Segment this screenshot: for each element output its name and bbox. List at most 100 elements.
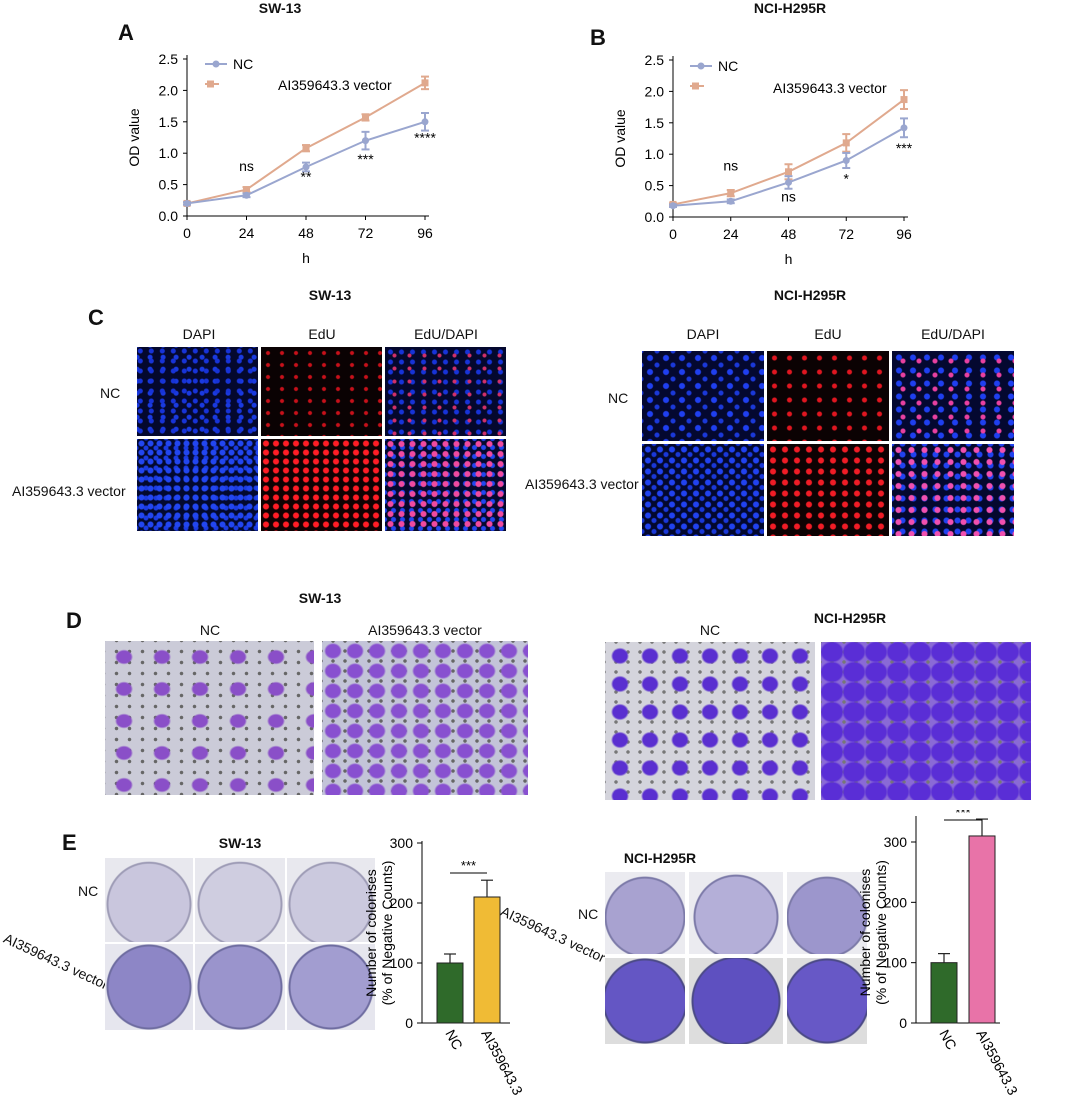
x-axis-label: h: [302, 250, 310, 266]
e-row-vector-left: AI359643.3 vector: [1, 930, 111, 993]
data-point-nc: [669, 202, 677, 210]
transwell-vec-sw13: [322, 641, 528, 795]
plate-h-nc-3: [787, 872, 867, 954]
panel-c-title-right: NCI-H295R: [773, 287, 847, 303]
legend-nc-marker: [212, 60, 220, 68]
micrograph-dapi-nc-h295r: [642, 351, 764, 441]
y-tick-label: 200: [884, 894, 908, 910]
panel-d-title-left: SW-13: [298, 590, 342, 606]
y-tick-label: 0.0: [159, 208, 179, 224]
x-tick-label-nc: NC: [936, 1027, 960, 1052]
plate-h-nc-2: [689, 872, 783, 954]
data-point-nc: [842, 156, 850, 164]
panel-e-title-right: NCI-H295R: [623, 850, 697, 866]
significance-annotation: ns: [781, 188, 796, 204]
legend-nc-label: NC: [233, 56, 253, 72]
data-point-vector: [900, 96, 908, 104]
significance-label: ***: [461, 858, 476, 873]
e-row-nc-right: NC: [578, 906, 599, 922]
data-point-nc: [785, 178, 792, 186]
y-axis-label: OD value: [126, 108, 142, 167]
data-point-vector: [302, 144, 310, 152]
significance-annotation: **: [301, 168, 312, 184]
c-row-vector-right: AI359643.3 vector: [525, 476, 639, 492]
c-row-nc-left: NC: [100, 385, 121, 401]
micrograph-edu-nc-sw13: [261, 347, 382, 436]
e-row-nc-left: NC: [78, 883, 99, 899]
c-col-edudapi-right: EdU/DAPI: [921, 326, 985, 342]
y-tick-label: 300: [390, 835, 414, 851]
line-chart-a: 0.0 0.5 1.0 1.5 2.0 2.5 0 24 48 72 96 h OD value NC AI…: [126, 51, 436, 266]
transwell-nc-h295r: [605, 642, 815, 800]
x-tick-label-vector: AI359643.3 vector: [973, 1027, 1041, 1095]
data-point-vector: [785, 168, 792, 176]
significance-annotation: *: [844, 171, 850, 187]
significance-annotation: ns: [723, 158, 738, 174]
x-tick-label: 24: [723, 226, 739, 242]
c-col-dapi-left: DAPI: [182, 326, 216, 342]
panel-a-title: SW-13: [258, 0, 302, 16]
y-tick-label: 0: [899, 1015, 907, 1031]
y-tick-label: 0.5: [645, 178, 665, 194]
legend-nc-label: NC: [718, 58, 738, 74]
y-axis-label-line2: (% of Negative Counts): [873, 860, 889, 1005]
x-axis-label: h: [785, 251, 793, 267]
data-point-nc: [183, 199, 191, 207]
panel-letter-a: A: [118, 20, 134, 45]
panel-letter-b: B: [590, 25, 606, 50]
x-tick-label: 48: [781, 226, 797, 242]
micrograph-dapi-vec-h295r: [642, 444, 764, 536]
data-point-vector: [727, 189, 735, 197]
bar-chart-e-right: 0 100 200 300 NC AI359643.3 vector *** Number o…: [860, 810, 1041, 1095]
plate-nc-2: [195, 858, 285, 942]
data-point-nc: [362, 137, 369, 145]
micrograph-edu-nc-h295r: [767, 351, 889, 441]
data-point-vector: [362, 113, 369, 121]
legend-vector-marker: [207, 80, 214, 88]
panel-b-title: NCI-H295R: [753, 0, 827, 16]
significance-annotation: ***: [896, 140, 913, 156]
y-axis-label-line1: Number of colonises: [363, 869, 379, 997]
panel-c-title-left: SW-13: [308, 287, 352, 303]
c-col-edu-left: EdU: [308, 326, 336, 342]
d-col-vector-left: AI359643.3 vector: [368, 622, 482, 638]
x-tick-label: 24: [239, 225, 255, 241]
significance-annotation: ns: [239, 158, 254, 174]
micrograph-merge-vec-sw13: [385, 439, 506, 531]
bar-chart-e-left: 0 100 200 300 NC AI359643.3 vector *** Number o…: [363, 835, 546, 1095]
significance-annotation: ***: [357, 151, 374, 167]
x-tick-label: 48: [298, 225, 314, 241]
data-point-vector: [842, 139, 850, 147]
y-tick-label: 1.0: [159, 145, 179, 161]
y-axis-label-line2: (% of Negative Counts): [379, 861, 395, 1006]
transwell-vec-h295r: [821, 642, 1031, 800]
x-tick-label: 0: [183, 225, 191, 241]
micrograph-merge-nc-h295r: [892, 351, 1014, 441]
bar-nc: [930, 962, 958, 1024]
plate-h-vec-2: [689, 958, 783, 1044]
data-point-vector: [421, 79, 429, 87]
data-point-nc: [243, 191, 250, 199]
x-tick-label-nc: NC: [442, 1027, 466, 1052]
panel-letter-c: C: [88, 305, 104, 330]
c-row-vector-left: AI359643.3 vector: [12, 483, 126, 499]
plate-nc-1: [105, 858, 193, 942]
legend-vector-label: AI359643.3 vector: [773, 80, 887, 96]
y-axis-label-line1: Number of colonises: [860, 869, 873, 997]
y-tick-label: 2.5: [645, 52, 665, 68]
x-tick-label: 72: [358, 225, 374, 241]
plate-nc-3: [287, 858, 375, 942]
x-tick-label: 96: [417, 225, 433, 241]
micrograph-merge-vec-h295r: [892, 444, 1014, 536]
micrograph-dapi-vec-sw13: [137, 439, 258, 531]
y-tick-label: 0.5: [159, 177, 179, 193]
x-tick-label-vector: AI359643.3 vector: [478, 1027, 546, 1095]
panel-d-title-right: NCI-H295R: [813, 610, 887, 626]
plate-vec-3: [287, 944, 375, 1030]
colony-plates-sw13: [105, 858, 375, 1030]
plate-vec-1: [105, 944, 193, 1030]
legend-vector-label: AI359643.3 vector: [278, 77, 392, 93]
micrograph-edu-vec-h295r: [767, 444, 889, 536]
significance-annotation: ****: [414, 130, 436, 146]
panel-e-title-left: SW-13: [218, 835, 262, 851]
